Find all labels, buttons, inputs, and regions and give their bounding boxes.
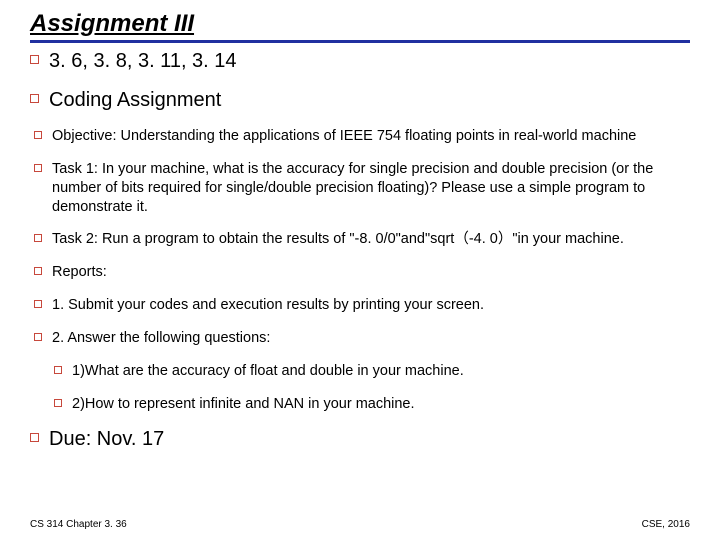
slide-title: Assignment III	[30, 10, 690, 38]
slide-footer: CS 314 Chapter 3. 36 CSE, 2016	[30, 519, 690, 530]
bullet-item-reports: Reports:	[30, 263, 690, 282]
bullet-item-q1: 1)What are the accuracy of float and dou…	[30, 362, 690, 381]
bullet-item-objective: Objective: Understanding the application…	[30, 127, 690, 146]
bullet-item-task1: Task 1: In your machine, what is the acc…	[30, 160, 690, 217]
square-bullet-icon	[34, 131, 42, 139]
item-text: Task 1: In your machine, what is the acc…	[52, 160, 690, 217]
bullet-item-due: Due: Nov. 17	[30, 427, 690, 452]
item-text: 1)What are the accuracy of float and dou…	[72, 362, 464, 381]
bullet-item-coding: Coding Assignment	[30, 88, 690, 113]
square-bullet-icon	[34, 267, 42, 275]
title-rule	[30, 40, 690, 43]
square-bullet-icon	[34, 300, 42, 308]
bullet-item-step1: 1. Submit your codes and execution resul…	[30, 296, 690, 315]
square-bullet-icon	[54, 399, 62, 407]
square-bullet-icon	[30, 94, 39, 103]
item-text: 2)How to represent infinite and NAN in y…	[72, 395, 415, 414]
bullet-item-exercises: 3. 6, 3. 8, 3. 11, 3. 14	[30, 49, 690, 74]
square-bullet-icon	[34, 164, 42, 172]
item-text: 1. Submit your codes and execution resul…	[52, 296, 484, 315]
item-text: Reports:	[52, 263, 107, 282]
square-bullet-icon	[34, 333, 42, 341]
item-text: Due: Nov. 17	[49, 427, 164, 452]
slide-container: Assignment III 3. 6, 3. 8, 3. 11, 3. 14 …	[0, 0, 720, 452]
bullet-item-q2: 2)How to represent infinite and NAN in y…	[30, 395, 690, 414]
square-bullet-icon	[54, 366, 62, 374]
item-text: Coding Assignment	[49, 88, 221, 113]
square-bullet-icon	[34, 234, 42, 242]
bullet-item-task2: Task 2: Run a program to obtain the resu…	[30, 230, 690, 249]
footer-left: CS 314 Chapter 3. 36	[30, 519, 127, 530]
footer-right: CSE, 2016	[642, 519, 690, 530]
square-bullet-icon	[30, 433, 39, 442]
item-text: 2. Answer the following questions:	[52, 329, 270, 348]
square-bullet-icon	[30, 55, 39, 64]
item-text: Task 2: Run a program to obtain the resu…	[52, 230, 624, 249]
item-text: Objective: Understanding the application…	[52, 127, 636, 146]
bullet-item-step2: 2. Answer the following questions:	[30, 329, 690, 348]
item-text: 3. 6, 3. 8, 3. 11, 3. 14	[49, 49, 237, 74]
